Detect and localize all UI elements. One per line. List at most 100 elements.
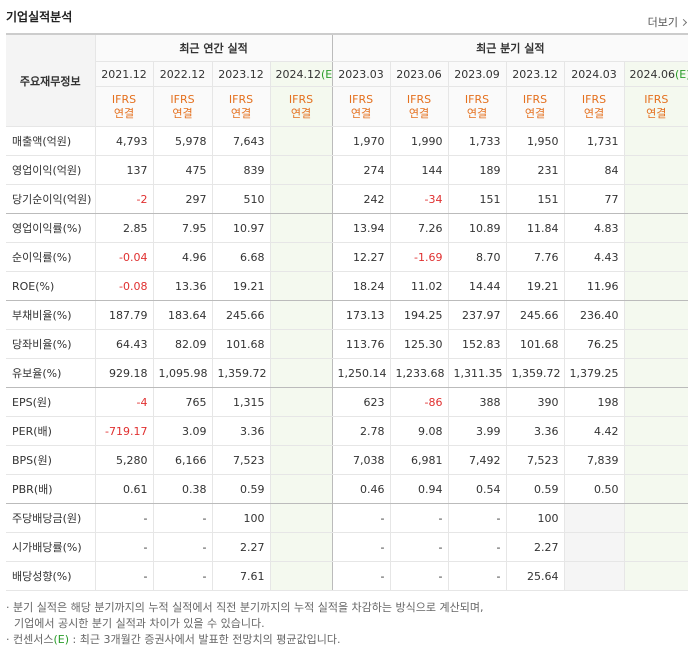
data-row: 부채비율(%) 187.79 183.64 245.66 173.13 194.25 237… xyxy=(6,300,689,330)
cell-value: 1,950 xyxy=(505,126,565,156)
more-link[interactable]: 더보기 xyxy=(648,14,686,30)
cell-value: 0.38 xyxy=(152,474,212,504)
cell-value: -0.08 xyxy=(94,271,153,301)
cell-value: 1,731 xyxy=(563,126,625,156)
cell-value: 1,311.35 xyxy=(447,358,507,388)
cell-value xyxy=(623,126,689,156)
note-text: : 최근 3개월간 증권사에서 발표한 전망치의 평균값입니다. xyxy=(69,633,341,646)
consolidation: 연결 xyxy=(524,106,546,120)
cell-value: 25.64 xyxy=(505,561,565,591)
cell-value: 64.43 xyxy=(94,329,153,359)
cell-value: 5,978 xyxy=(152,126,212,156)
column-basis: IFRS 연결 xyxy=(269,86,333,127)
cell-value: 1,379.25 xyxy=(563,358,625,388)
cell-value: 82.09 xyxy=(152,329,212,359)
cell-value: - xyxy=(447,503,507,533)
data-row: 당좌비율(%) 64.43 82.09 101.68 113.76 125.30 152.8… xyxy=(6,329,689,359)
row-label: PBR(배) xyxy=(6,474,95,504)
cell-value: -86 xyxy=(389,387,449,417)
cell-value xyxy=(623,184,689,214)
data-row: 시가배당률(%) - -2.27- - -2.27 xyxy=(6,532,689,562)
row-label: 유보율(%) xyxy=(6,358,95,388)
cell-value xyxy=(623,503,689,533)
row-label: 매출액(억원) xyxy=(6,126,95,156)
basis: IFRS xyxy=(228,92,254,106)
cell-value: 10.89 xyxy=(447,213,507,243)
column-date: 2021.12 xyxy=(94,61,153,87)
section-title: 기업실적분석 xyxy=(6,10,73,24)
header-row: IFRS 연결 IFRS 연결 IFRS 연결 IFRS 연결 IFRS 연결 IFRS 연결 IFRS… xyxy=(6,86,689,127)
cell-value: 245.66 xyxy=(211,300,270,330)
cell-value xyxy=(269,445,333,475)
cell-value: 151 xyxy=(505,184,565,214)
row-label: 당기순이익(억원) xyxy=(6,184,95,214)
basis: IFRS xyxy=(170,92,195,106)
cell-value: 151 xyxy=(447,184,507,214)
cell-value: 475 xyxy=(152,155,212,185)
cell-value: 11.02 xyxy=(389,271,449,301)
cell-value: 7,492 xyxy=(447,445,507,475)
cell-value: 4.43 xyxy=(563,242,625,272)
cell-value: 152.83 xyxy=(447,329,507,359)
cell-value: 236.40 xyxy=(563,300,625,330)
data-row: 매출액(억원) 4,793 5,978 7,643 1,970 1,990 1,733 1,9… xyxy=(6,126,689,156)
cell-value xyxy=(623,329,689,359)
cell-value: 100 xyxy=(211,503,270,533)
column-basis: IFRS 연결 xyxy=(563,86,625,127)
cell-value: 7,523 xyxy=(505,445,565,475)
cell-value: 2.78 xyxy=(331,416,391,446)
cell-value: 7,038 xyxy=(331,445,391,475)
cell-value: 7.61 xyxy=(211,561,270,591)
cell-value: 100 xyxy=(505,503,565,533)
column-basis: IFRS 연결 xyxy=(152,86,212,127)
cell-value: 3.99 xyxy=(447,416,507,446)
basis: IFRS xyxy=(348,92,374,106)
date: 2023.06 xyxy=(396,67,442,81)
date: 2022.12 xyxy=(159,67,206,81)
consolidation: 연결 xyxy=(230,106,252,120)
data-row: 유보율(%) 929.18 1,095.98 1,359.72 1,250.14 1,23… xyxy=(6,358,689,388)
table-header: 주요재무정보 최근 연간 실적 최근 분기 실적 2021.12 2022.12 2023… xyxy=(6,34,689,127)
basis: IFRS xyxy=(581,92,607,106)
cell-value xyxy=(623,474,689,504)
cell-value: 9.08 xyxy=(389,416,449,446)
cell-value xyxy=(269,213,333,243)
header-row: 2021.122022.122023.122024.12(E)2023.0320… xyxy=(6,61,689,87)
row-label: EPS(원) xyxy=(6,387,95,417)
cell-value: 77 xyxy=(563,184,625,214)
column-date: 2024.06(E) xyxy=(623,61,689,87)
data-row: PER(배) -719.17 3.09 3.36 2.78 9.08 3.99 3.36 4.4… xyxy=(6,416,689,446)
cell-value: 1,250.14 xyxy=(331,358,391,388)
data-row: PBR(배) 0.61 0.38 0.59 0.46 0.94 0.54 0.59 0.50 xyxy=(6,474,689,504)
cell-value: 3.09 xyxy=(152,416,212,446)
cell-value: 4.42 xyxy=(563,416,625,446)
cell-value: 189 xyxy=(447,155,507,185)
column-basis: IFRS 연결 xyxy=(389,86,449,127)
header-row: 주요재무정보 최근 연간 실적 최근 분기 실적 xyxy=(6,34,689,127)
cell-value: 388 xyxy=(447,387,507,417)
cell-value xyxy=(269,242,333,272)
data-row: 배당성향(%) - -7.61- - -25.64 xyxy=(6,561,689,591)
cell-value: 183.64 xyxy=(152,300,212,330)
cell-value: 0.54 xyxy=(447,474,507,504)
cell-value: 245.66 xyxy=(505,300,565,330)
cell-value xyxy=(563,561,625,591)
consolidation: 연결 xyxy=(350,106,372,120)
cell-value xyxy=(623,561,689,591)
cell-value: 510 xyxy=(211,184,270,214)
cell-value xyxy=(563,532,625,562)
row-label: 배당성향(%) xyxy=(6,561,95,591)
cell-value: 144 xyxy=(389,155,449,185)
cell-value: 1,233.68 xyxy=(389,358,449,388)
cell-value: - xyxy=(447,532,507,562)
cell-value xyxy=(269,329,333,359)
cell-value xyxy=(269,474,333,504)
cell-value: -1.69 xyxy=(389,242,449,272)
date: 2023.12 xyxy=(512,67,558,81)
cell-value: 1,733 xyxy=(447,126,507,156)
cell-value: -34 xyxy=(389,184,449,214)
cell-value: 0.59 xyxy=(505,474,565,504)
cell-value: - xyxy=(94,503,153,533)
consolidation: 연결 xyxy=(290,106,312,120)
